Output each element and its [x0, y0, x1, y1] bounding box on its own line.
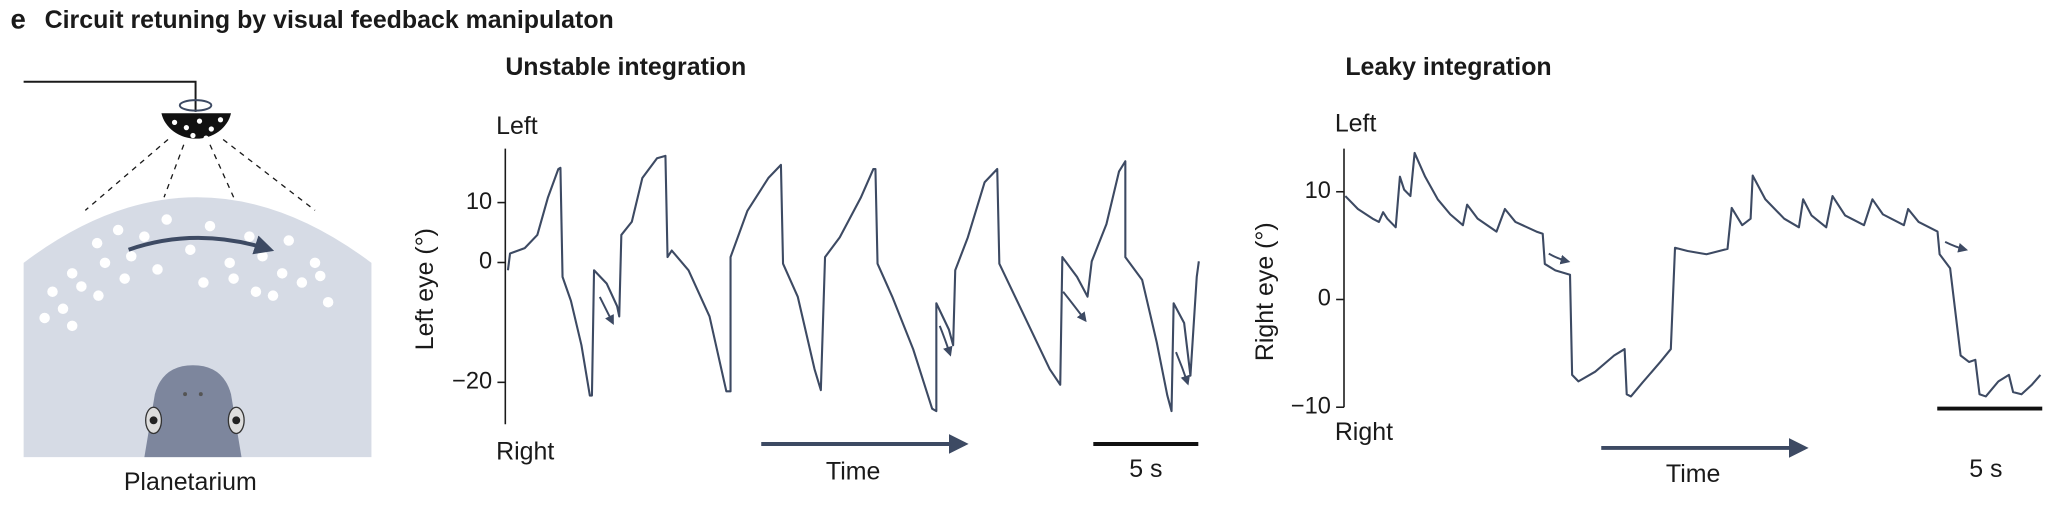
axis-end-label: Left: [496, 112, 538, 140]
scale-bar-label: 5 s: [1969, 455, 2002, 483]
y-axis-label: Right eye (°): [1251, 222, 1279, 361]
y-tick-label: 10: [1305, 178, 1331, 204]
trace: [1344, 151, 2042, 398]
y-tick-label: −20: [452, 369, 492, 395]
x-axis-label: Time: [1666, 460, 1720, 488]
trace-arrows: [598, 240, 1969, 386]
figure-title: Circuit retuning by visual feedback mani…: [45, 6, 614, 34]
trace: [506, 154, 1200, 413]
planetarium-diagram: [23, 80, 372, 458]
panel-label: e: [11, 4, 26, 35]
chart: Unstable integration Left Right Left eye (°…: [411, 53, 1200, 485]
axis-end-label: Right: [1335, 418, 1393, 446]
y-tick-label: 0: [1318, 286, 1331, 312]
y-axis-label: Left eye (°): [411, 228, 439, 350]
chart: Leaky integration Left Right Right eye (°) 1…: [1251, 53, 2043, 488]
scale-bar-label: 5 s: [1129, 455, 1162, 483]
y-tick-label: 10: [466, 189, 492, 215]
y-tick-label: −10: [1291, 393, 1331, 419]
axis-end-label: Right: [496, 438, 554, 466]
axis-end-label: Left: [1335, 110, 1377, 138]
x-axis-label: Time: [826, 457, 880, 485]
chart-title: Unstable integration: [505, 53, 746, 81]
chart-title: Leaky integration: [1345, 53, 1551, 81]
diagram-label: Planetarium: [124, 468, 257, 496]
y-tick-label: 0: [479, 249, 492, 275]
